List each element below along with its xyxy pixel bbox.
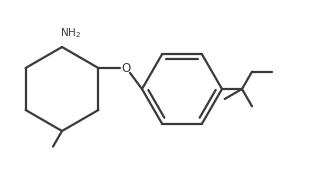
Text: O: O [122,62,131,75]
Text: NH$_2$: NH$_2$ [60,26,81,40]
